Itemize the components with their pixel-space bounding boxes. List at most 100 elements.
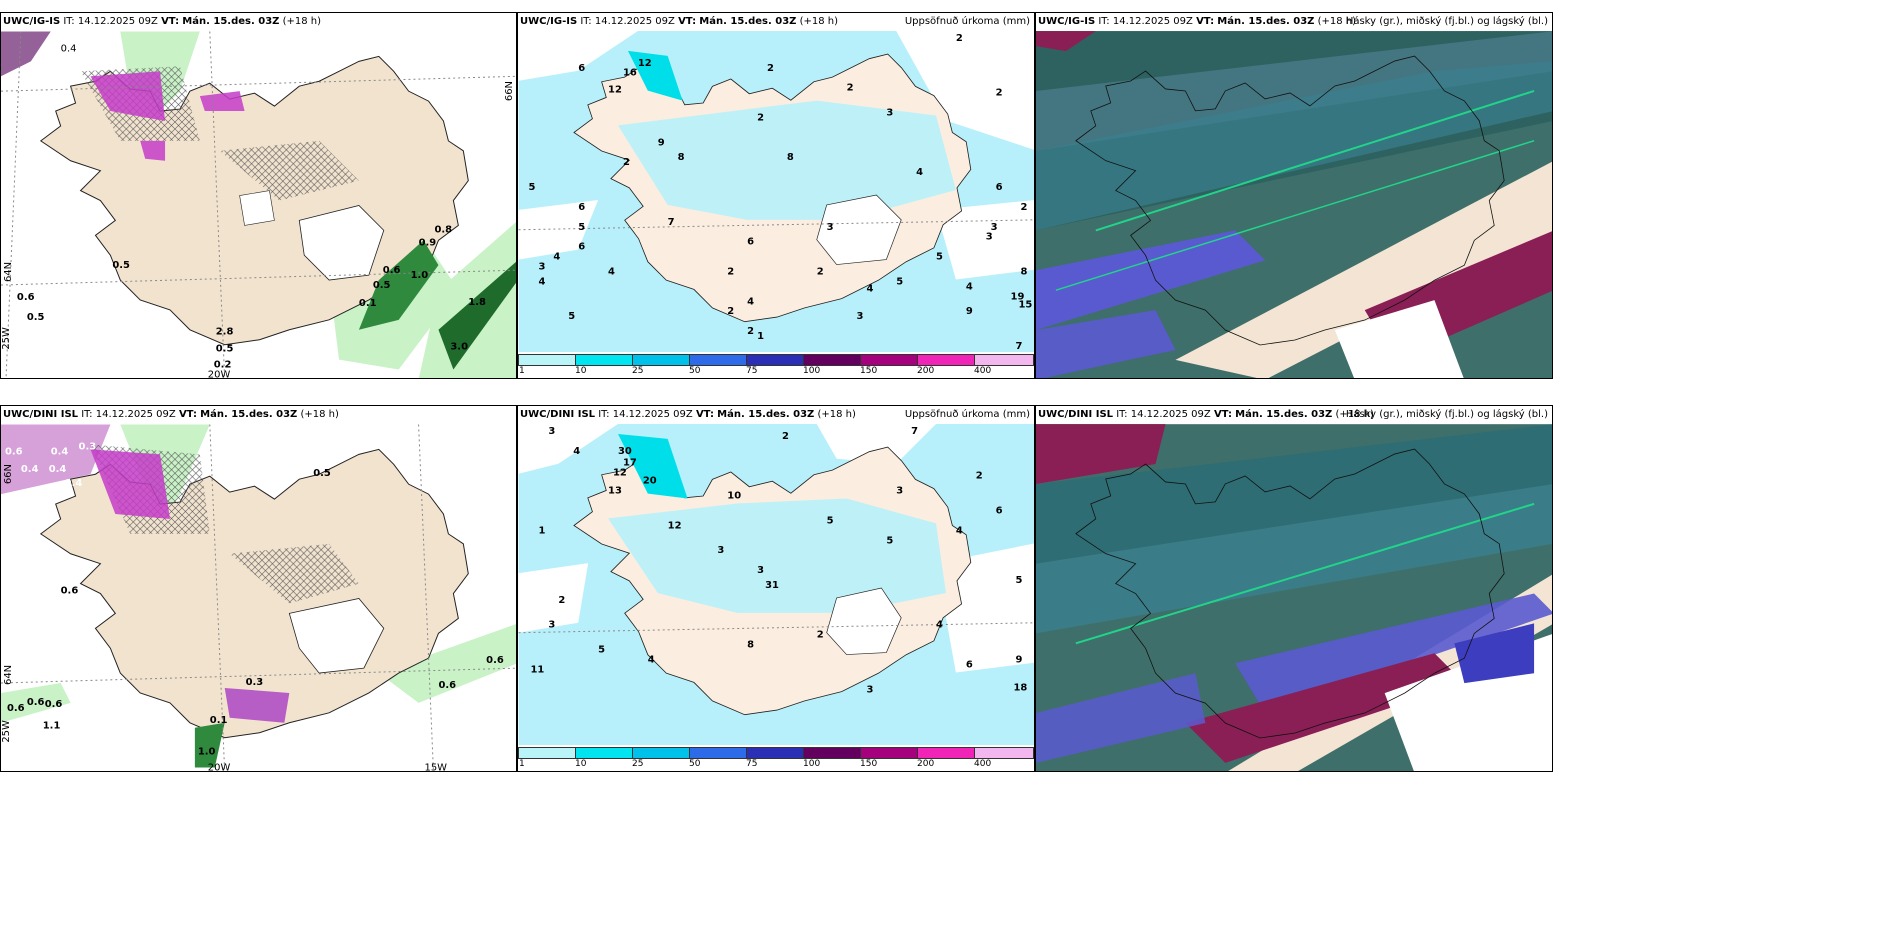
precip-label: 0.6 <box>27 697 45 708</box>
precip-label: 0.6 <box>383 265 401 276</box>
colorbar-cell <box>575 747 633 759</box>
acc-label: 7 <box>911 426 918 437</box>
precip-label: 0.1 <box>210 715 228 726</box>
accumulated-precip-map[interactable]: 30 12 13 17 20 3 4 2 12 10 3 3 31 5 3 4 … <box>518 424 1035 747</box>
acc-label: 6 <box>996 182 1003 193</box>
acc-label: 12 <box>613 468 627 479</box>
acc-label: 4 <box>608 266 615 277</box>
colorbar-cell <box>860 747 918 759</box>
acc-label: 19 <box>1011 291 1025 302</box>
lead-time: (+18 h) <box>817 409 856 420</box>
acc-label: 4 <box>648 655 655 666</box>
acc-label: 6 <box>747 237 754 248</box>
init-time: IT: 14.12.2025 09Z <box>1116 409 1211 420</box>
precip-label: 0.6 <box>486 655 504 666</box>
colorbar-tick: 150 <box>860 759 878 769</box>
init-time: IT: 14.12.2025 09Z <box>580 16 675 27</box>
colorbar-tick: 10 <box>575 759 587 769</box>
precip-label: 0.5 <box>313 468 331 479</box>
panel-title: Hásky (gr.), miðský (fj.bl.) og lágský (… <box>1345 16 1548 27</box>
acc-label: 2 <box>558 595 565 606</box>
acc-label: 30 <box>618 446 632 457</box>
acc-label: 7 <box>668 217 675 228</box>
precip-label: 0.3 <box>246 677 264 688</box>
colorbar-tick: 100 <box>803 366 821 376</box>
acc-label: 2 <box>847 83 854 94</box>
acc-label: 2 <box>747 326 754 337</box>
acc-label: 4 <box>956 525 963 536</box>
colorbar-cell <box>575 354 633 366</box>
lon-label-20w: 20W <box>208 763 231 772</box>
init-time: IT: 14.12.2025 09Z <box>598 409 693 420</box>
accumulated-precip-map[interactable]: 12 16 12 6 2 9 8 6 5 7 4 4 5 4 8 6 2 2 2… <box>518 31 1035 354</box>
acc-label: 3 <box>717 545 724 556</box>
cloud-cover-map[interactable] <box>1036 424 1553 772</box>
acc-label: 5 <box>936 252 943 263</box>
precip-label: 0.5 <box>112 260 130 271</box>
precip-label: 1.0 <box>411 270 429 281</box>
cloud-cover-map[interactable] <box>1036 31 1553 379</box>
colorbar-cell <box>632 747 690 759</box>
acc-label: 15 <box>1019 299 1033 310</box>
model-name: UWC/IG-IS <box>520 16 578 27</box>
acc-label: 4 <box>747 296 754 307</box>
panel-header: UWC/DINI ISL IT: 14.12.2025 09Z VT: Mán.… <box>1 406 516 424</box>
valid-time: Mán. 15.des. 03Z <box>1217 16 1315 27</box>
acc-label: 11 <box>531 664 545 675</box>
acc-label: 3 <box>548 620 555 631</box>
colorbar: 1 10 25 50 75 100 150 200 400 <box>518 745 1034 771</box>
precip-label: 1.0 <box>198 747 216 758</box>
colorbar-tick: 400 <box>974 366 992 376</box>
acc-label: 3 <box>827 222 834 233</box>
colorbar-tick: 10 <box>575 366 587 376</box>
lead-time: (+18 h) <box>799 16 839 27</box>
acc-label: 2 <box>1020 202 1027 213</box>
precip-label: 0.6 <box>5 446 23 457</box>
valid-time: Mán. 15.des. 03Z <box>1235 409 1333 420</box>
colorbar-tick: 25 <box>632 366 644 376</box>
acc-label: 5 <box>886 535 893 546</box>
lat-label-66n: 66N <box>3 464 14 484</box>
lat-label-66n: 66N <box>504 81 515 101</box>
colorbar-tick: 1 <box>519 759 525 769</box>
colorbar-cell <box>803 747 861 759</box>
acc-label: 8 <box>678 152 685 163</box>
acc-label: 1 <box>538 525 545 536</box>
wind-precip-map[interactable]: 0.6 0.4 0.4 0.4 0.3 0.4 0.6 0.5 0.6 0.6 … <box>1 424 517 772</box>
colorbar-cell <box>746 747 804 759</box>
colorbar-tick: 50 <box>689 366 701 376</box>
colorbar-cell <box>803 354 861 366</box>
colorbar-tick: 200 <box>917 759 935 769</box>
acc-label: 3 <box>886 107 893 118</box>
precip-label: 0.4 <box>65 478 83 489</box>
acc-label: 4 <box>866 283 873 294</box>
acc-label: 4 <box>916 167 923 178</box>
colorbar-tick: 200 <box>917 366 935 376</box>
acc-label: 16 <box>623 68 637 79</box>
valid-time-label: VT: <box>695 409 714 420</box>
map-panel-clouds-dini: UWC/DINI ISL IT: 14.12.2025 09Z VT: Mán.… <box>1035 405 1553 772</box>
lon-label-25w: 25W <box>1 720 12 743</box>
precip-label: 0.6 <box>7 703 25 714</box>
valid-time-label: VT: <box>178 409 197 420</box>
acc-label: 9 <box>1016 655 1023 666</box>
wind-precip-map[interactable]: 0.4 0.5 0.6 0.5 0.9 0.8 0.6 1.0 0.5 0.1 … <box>1 31 517 379</box>
lon-label-25w: 25W <box>1 327 12 350</box>
lead-time: (+18 h) <box>1317 16 1357 27</box>
lat-label-64n: 64N <box>3 262 14 282</box>
colorbar-cell <box>689 747 747 759</box>
acc-label: 8 <box>787 152 794 163</box>
panel-header: UWC/DINI ISL IT: 14.12.2025 09Z VT: Mán.… <box>1036 406 1552 424</box>
acc-label: 6 <box>966 659 973 670</box>
acc-label: 5 <box>896 276 903 287</box>
acc-label: 4 <box>573 446 580 457</box>
acc-label: 12 <box>668 520 682 531</box>
acc-label: 9 <box>966 306 973 317</box>
lon-label-15w: 15W <box>425 763 448 772</box>
model-name: UWC/IG-IS <box>1038 16 1096 27</box>
acc-label: 2 <box>767 63 774 74</box>
map-panel-clouds-ig-is: UWC/IG-IS IT: 14.12.2025 09Z VT: Mán. 15… <box>1035 12 1553 379</box>
acc-label: 4 <box>936 620 943 631</box>
colorbar-tick: 400 <box>974 759 992 769</box>
valid-time-label: VT: <box>161 16 180 27</box>
